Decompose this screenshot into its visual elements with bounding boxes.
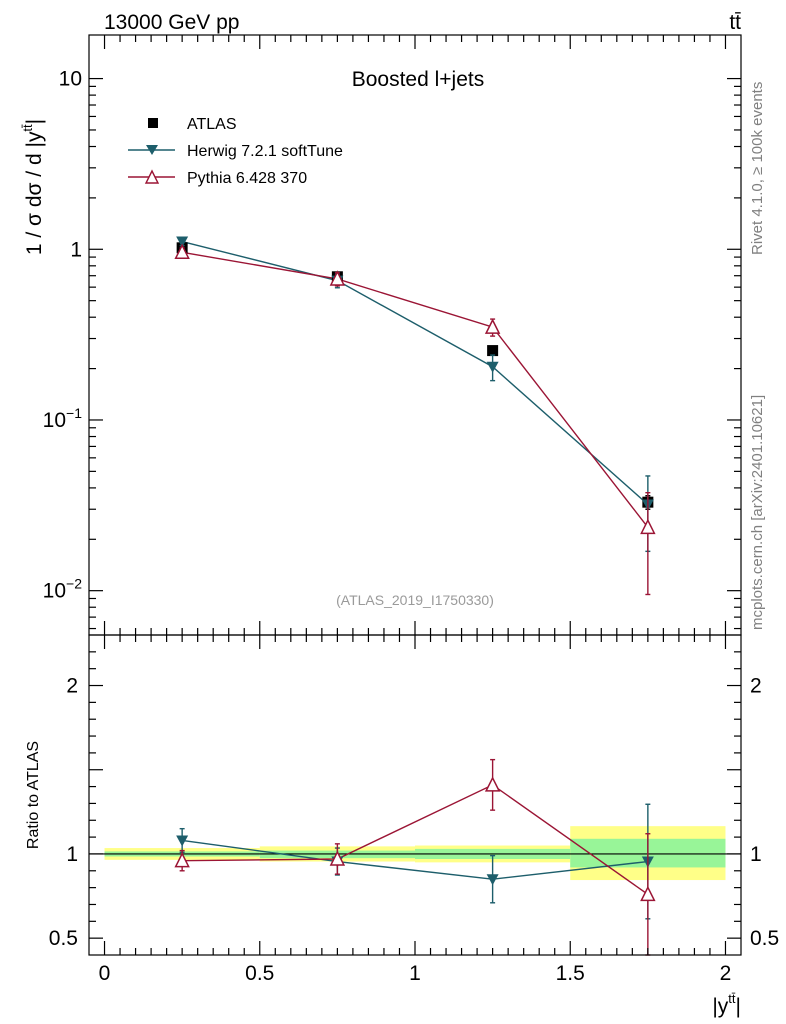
mcplots-label: mcplots.cern.ch [arXiv:2401.10621] bbox=[749, 395, 766, 630]
legend-herwig-label: Herwig 7.2.1 softTune bbox=[187, 143, 343, 160]
main-series-marks bbox=[174, 236, 656, 596]
main-ytick-label: 10−2 bbox=[43, 576, 83, 603]
main-series-lines bbox=[181, 240, 649, 528]
main-ytick-label: 10 bbox=[59, 68, 82, 91]
main-point-1 bbox=[486, 361, 499, 373]
ratio-frame bbox=[88, 634, 742, 956]
ratio-ytick-label: 0.5 bbox=[49, 927, 78, 950]
legend: ATLAS Herwig 7.2.1 softTune Pythia 6.428… bbox=[128, 116, 343, 187]
rivet-label: Rivet 4.1.0, ≥ 100k events bbox=[749, 82, 766, 255]
ratio-xtick-label: 0.5 bbox=[245, 962, 274, 985]
ratio-point-1 bbox=[176, 835, 189, 847]
process-label-tbar: t̄ bbox=[735, 11, 741, 34]
x-axis-label-close: | bbox=[736, 995, 741, 1018]
main-point-2 bbox=[174, 243, 190, 260]
ratio-xtick-label: 0 bbox=[99, 962, 111, 985]
main-ylabel-sup: tt̄ bbox=[20, 124, 35, 132]
ratio-ytick-label-right: 2 bbox=[750, 675, 762, 698]
main-ytick-label: 1 bbox=[70, 238, 82, 261]
energy-label: 13000 GeV pp bbox=[104, 11, 239, 34]
main-point-2 bbox=[484, 318, 501, 334]
ratio-line-1 bbox=[182, 839, 648, 880]
process-label: tt̄ bbox=[729, 11, 741, 34]
main-point-1 bbox=[176, 236, 189, 248]
ratio-series-lines bbox=[182, 784, 649, 895]
main-point-2 bbox=[640, 518, 656, 535]
main-ylabel-close: | bbox=[23, 119, 46, 124]
main-ytick-label: 10−1 bbox=[43, 405, 83, 432]
main-point-2 bbox=[329, 270, 346, 286]
main-ylabel-text: 1 / σ dσ / d |y bbox=[23, 131, 46, 255]
ratio-xtick-label: 1 bbox=[409, 962, 421, 985]
legend-atlas-marker bbox=[148, 118, 158, 128]
x-axis-label: |ytt̄| bbox=[712, 991, 741, 1018]
main-errorbar bbox=[645, 491, 651, 596]
x-axis-label-text: |y bbox=[712, 995, 728, 1018]
ratio-ylabel: Ratio to ATLAS bbox=[25, 741, 42, 849]
main-line-2 bbox=[182, 251, 649, 528]
ratio-uncertainty-bands bbox=[104, 826, 726, 881]
legend-pythia-marker bbox=[144, 169, 160, 184]
ratio-xtick-label: 2 bbox=[720, 962, 732, 985]
legend-pythia-label: Pythia 6.428 370 bbox=[187, 170, 307, 187]
ratio-point-1 bbox=[486, 874, 499, 886]
analysis-id: (ATLAS_2019_I1750330) bbox=[336, 592, 494, 608]
ratio-panel: 0 0.5 1 1.5 2 2 2 1 1 0.5 0.5 Ratio to ATLAS |ytt̄… bbox=[25, 634, 779, 1018]
ratio-ytick-label: 1 bbox=[66, 843, 78, 866]
ratio-ytick-label-right: 0.5 bbox=[750, 927, 779, 950]
ratio-point-2 bbox=[329, 850, 346, 866]
ratio-ytick-label-right: 1 bbox=[750, 843, 762, 866]
main-ylabel: 1 / σ dσ / d |ytt̄| bbox=[20, 119, 46, 255]
main-panel: 10 1 10−1 10−2 Boosted l+jets ATLAS Herwig … bbox=[20, 34, 742, 636]
main-title: Boosted l+jets bbox=[352, 68, 485, 91]
ratio-axis-ticks: 0 0.5 1 1.5 2 2 2 1 1 0.5 0.5 bbox=[49, 635, 779, 985]
x-axis-label-sup: tt̄ bbox=[728, 991, 736, 1006]
ratio-point-2 bbox=[484, 776, 501, 792]
ratio-point-2 bbox=[174, 852, 190, 868]
main-axis-ticks: 10 1 10−1 10−2 bbox=[43, 35, 741, 635]
ratio-xtick-label: 1.5 bbox=[556, 962, 585, 985]
ratio-ytick-label: 2 bbox=[66, 675, 78, 698]
legend-atlas-label: ATLAS bbox=[187, 116, 237, 133]
process-label-t: t bbox=[729, 11, 735, 34]
legend-herwig-marker bbox=[146, 145, 158, 155]
ratio-line-2 bbox=[182, 784, 649, 895]
ratio-point-2 bbox=[640, 885, 656, 902]
main-line-1 bbox=[181, 240, 649, 505]
main-point-0 bbox=[487, 345, 499, 357]
